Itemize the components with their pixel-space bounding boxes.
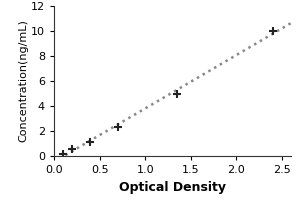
Y-axis label: Concentration(ng/mL): Concentration(ng/mL) [18,20,28,142]
X-axis label: Optical Density: Optical Density [119,181,226,194]
